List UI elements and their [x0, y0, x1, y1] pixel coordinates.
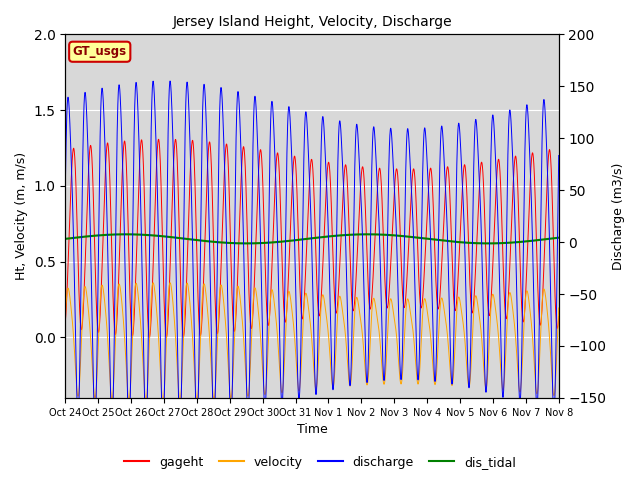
- X-axis label: Time: Time: [296, 423, 328, 436]
- Y-axis label: Discharge (m3/s): Discharge (m3/s): [612, 162, 625, 270]
- Title: Jersey Island Height, Velocity, Discharge: Jersey Island Height, Velocity, Discharg…: [172, 15, 452, 29]
- Legend: gageht, velocity, discharge, dis_tidal: gageht, velocity, discharge, dis_tidal: [119, 451, 521, 474]
- Text: GT_usgs: GT_usgs: [73, 45, 127, 58]
- Y-axis label: Ht, Velocity (m, m/s): Ht, Velocity (m, m/s): [15, 152, 28, 280]
